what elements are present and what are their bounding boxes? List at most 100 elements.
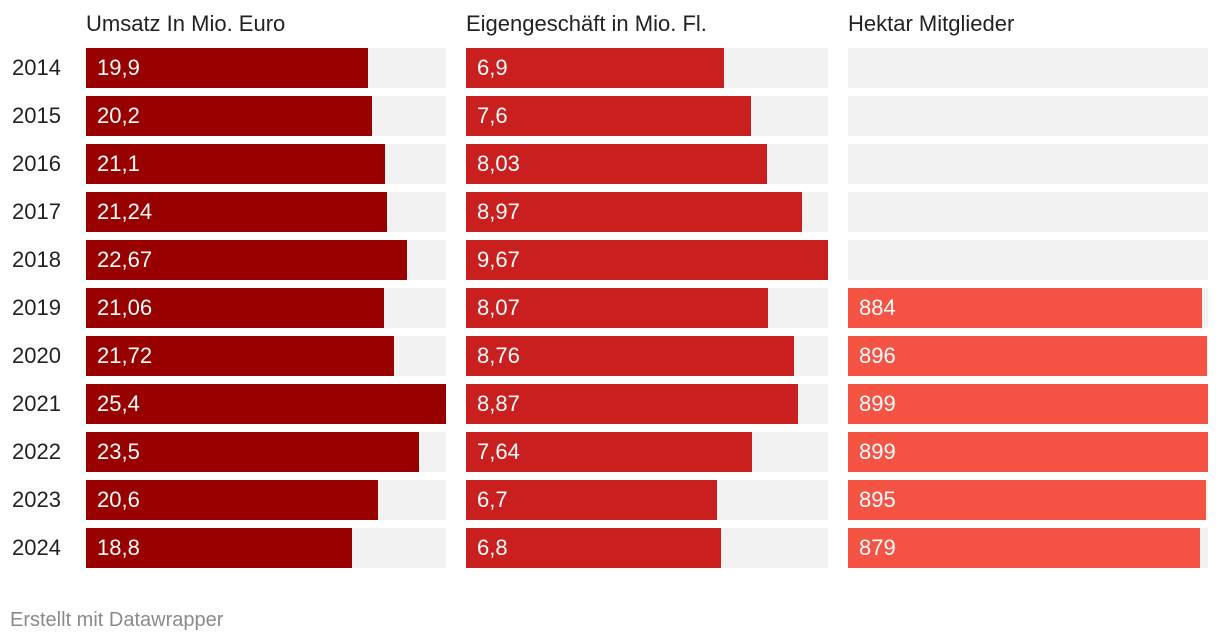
bar-value-label: 8,07: [477, 295, 520, 320]
bar-value-label: 6,9: [477, 55, 508, 80]
bar-track: 8,03: [466, 144, 828, 184]
year-label: 2020: [12, 343, 61, 368]
column-header: Umsatz In Mio. Euro: [86, 11, 286, 36]
bar-value-label: 21,72: [97, 343, 153, 368]
year-label: 2016: [12, 151, 61, 176]
footer-credit: Erstellt mit Datawrapper: [10, 609, 224, 631]
bar-track: 8,07: [466, 288, 828, 328]
bar: 899: [848, 432, 1208, 472]
bar: 20,6: [86, 480, 378, 520]
bar-track: [848, 192, 1208, 232]
bar-value-label: 895: [859, 487, 896, 512]
bar: 6,9: [466, 48, 724, 88]
bar-value-label: 21,1: [97, 151, 140, 176]
bar-track: 6,9: [466, 48, 828, 88]
bar-track: 21,1: [86, 144, 446, 184]
bar: 7,64: [466, 432, 752, 472]
column-header: Eigengeschäft in Mio. Fl.: [466, 11, 707, 36]
bar: 8,97: [466, 192, 802, 232]
bar: 7,6: [466, 96, 751, 136]
bar-value-label: 20,2: [97, 103, 140, 128]
bar-track: 23,5: [86, 432, 446, 472]
bar-track: [848, 240, 1208, 280]
bar-track: 20,6: [86, 480, 446, 520]
year-label: 2018: [12, 247, 61, 272]
bar-track: 21,72: [86, 336, 446, 376]
bar-value-label: 896: [859, 343, 896, 368]
year-label: 2023: [12, 487, 61, 512]
bar: 21,72: [86, 336, 394, 376]
bar: 6,7: [466, 480, 717, 520]
bar-track: 8,97: [466, 192, 828, 232]
bar-track: 25,4: [86, 384, 446, 424]
year-label: 2022: [12, 439, 61, 464]
bar: 20,2: [86, 96, 372, 136]
bar-track: 884: [848, 288, 1208, 328]
bar-track: 899: [848, 432, 1208, 472]
bar-value-label: 18,8: [97, 535, 140, 560]
bar-value-label: 7,64: [477, 439, 520, 464]
bar-track: 21,24: [86, 192, 446, 232]
bar-track: 20,2: [86, 96, 446, 136]
bar-value-label: 6,7: [477, 487, 508, 512]
column-header: Hektar Mitglieder: [848, 11, 1015, 36]
year-label: 2019: [12, 295, 61, 320]
bar-value-label: 899: [859, 439, 896, 464]
bar: 18,8: [86, 528, 352, 568]
bar-track: 9,67: [466, 240, 828, 280]
bar-track: 21,06: [86, 288, 446, 328]
bar: 884: [848, 288, 1202, 328]
bar-track: 6,8: [466, 528, 828, 568]
bar-value-label: 19,9: [97, 55, 140, 80]
bar: 21,06: [86, 288, 384, 328]
bar-track: [848, 144, 1208, 184]
bar: 21,1: [86, 144, 385, 184]
bar-value-label: 7,6: [477, 103, 508, 128]
bar-value-label: 899: [859, 391, 896, 416]
bar: 9,67: [466, 240, 828, 280]
bar-value-label: 25,4: [97, 391, 140, 416]
bar-value-label: 8,87: [477, 391, 520, 416]
bar-value-label: 879: [859, 535, 896, 560]
bar-value-label: 8,97: [477, 199, 520, 224]
bar-track: 22,67: [86, 240, 446, 280]
bar-track: 8,87: [466, 384, 828, 424]
bar-value-label: 884: [859, 295, 896, 320]
bar-track: 879: [848, 528, 1208, 568]
bar-value-label: 22,67: [97, 247, 153, 272]
bar-value-label: 6,8: [477, 535, 508, 560]
bar-track: 19,9: [86, 48, 446, 88]
year-label: 2014: [12, 55, 61, 80]
bar-value-label: 20,6: [97, 487, 140, 512]
bar: 879: [848, 528, 1200, 568]
bar-value-label: 8,03: [477, 151, 520, 176]
bar-track: 7,64: [466, 432, 828, 472]
bar-value-label: 9,67: [477, 247, 520, 272]
bar-track: 896: [848, 336, 1208, 376]
bar-track: 18,8: [86, 528, 446, 568]
bar: 22,67: [86, 240, 407, 280]
bar-track: [848, 48, 1208, 88]
bar: 21,24: [86, 192, 387, 232]
bar-track: [848, 96, 1208, 136]
bar: 19,9: [86, 48, 368, 88]
bar: 8,76: [466, 336, 794, 376]
bar-value-label: 21,24: [97, 199, 153, 224]
year-label: 2021: [12, 391, 61, 416]
year-label: 2024: [12, 535, 61, 560]
bar-track: 899: [848, 384, 1208, 424]
bar-value-label: 8,76: [477, 343, 520, 368]
bar-value-label: 23,5: [97, 439, 140, 464]
bar: 899: [848, 384, 1208, 424]
bar: 25,4: [86, 384, 446, 424]
bar-value-label: 21,06: [97, 295, 153, 320]
bar-track: 6,7: [466, 480, 828, 520]
bar: 23,5: [86, 432, 419, 472]
bar: 8,87: [466, 384, 798, 424]
bar: 896: [848, 336, 1207, 376]
bar-track: 7,6: [466, 96, 828, 136]
bar-track: 8,76: [466, 336, 828, 376]
year-label: 2017: [12, 199, 61, 224]
bar: 895: [848, 480, 1206, 520]
bar: 8,03: [466, 144, 767, 184]
